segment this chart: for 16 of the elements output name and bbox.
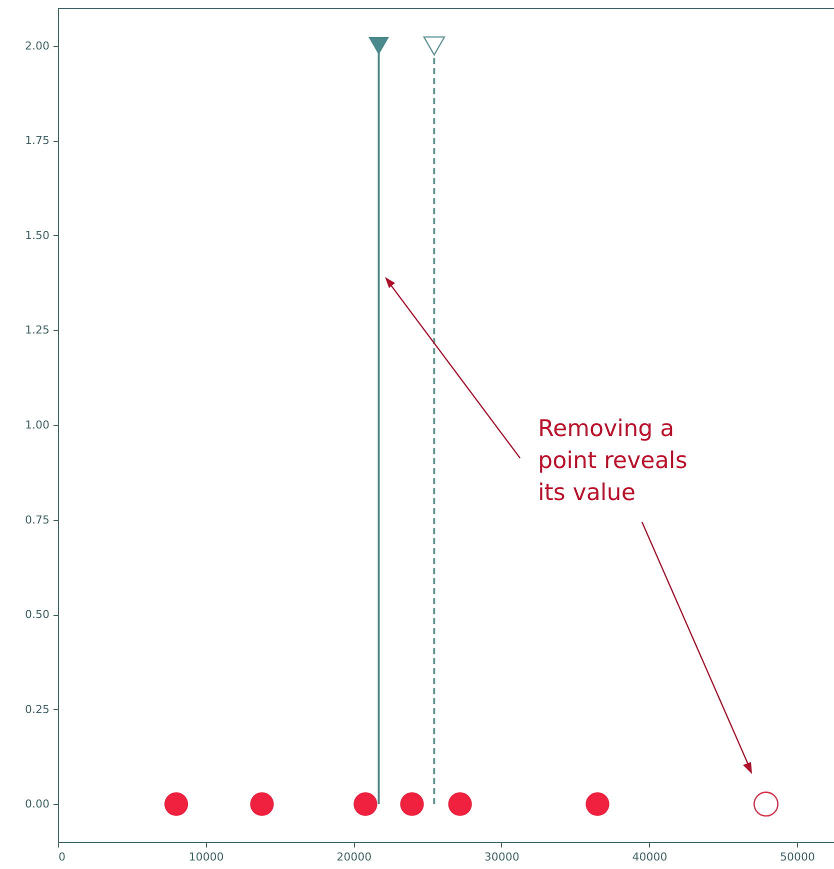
- y-tick-label: 1.25: [25, 324, 50, 337]
- y-tick-label: 0.75: [25, 513, 50, 526]
- x-tick-label: 20000: [336, 850, 372, 864]
- x-tick-label: 50000: [780, 850, 816, 864]
- x-tick-label: 10000: [188, 850, 224, 864]
- y-tick-label: 1.75: [25, 134, 50, 148]
- y-tick-label: 1.00: [25, 418, 50, 432]
- x-tick-label: 40000: [632, 850, 668, 864]
- annotation: Removing a point reveals its value: [538, 416, 688, 506]
- y-tick-label: 0.25: [25, 702, 50, 716]
- y-tick-label: 0.50: [25, 608, 50, 622]
- x-tick-label: 0: [58, 850, 66, 864]
- y-tick-label: 0.00: [25, 798, 50, 811]
- x-tick-label: 30000: [484, 850, 520, 864]
- y-tick-label: 2.00: [25, 39, 50, 52]
- y-tick-label: 1.50: [25, 228, 50, 242]
